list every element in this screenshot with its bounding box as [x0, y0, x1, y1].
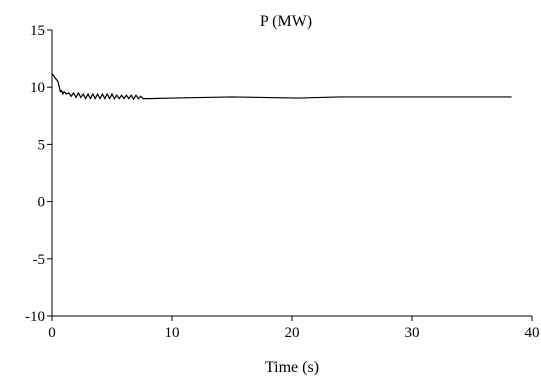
series-group: [51, 73, 512, 101]
chart-title: P (MW): [260, 13, 312, 30]
y-tick-label: -10: [25, 309, 45, 325]
x-tick-label: 40: [525, 325, 540, 341]
series-line-p: [51, 73, 512, 101]
y-axis: -10 -5 0 5 10 15: [25, 23, 53, 325]
x-tick-label: 10: [165, 325, 180, 341]
y-tick-label: 10: [30, 80, 45, 96]
x-axis-label: Time (s): [265, 359, 319, 376]
y-tick-label: -5: [33, 252, 46, 268]
x-tick-label: 0: [48, 325, 56, 341]
x-tick-label: 20: [285, 325, 300, 341]
y-tick-label: 15: [30, 23, 45, 39]
y-tick-label: 0: [38, 195, 46, 211]
x-axis: 0 10 20 30 40: [48, 315, 540, 341]
y-tick-label: 5: [38, 137, 46, 153]
x-tick-label: 30: [405, 325, 420, 341]
